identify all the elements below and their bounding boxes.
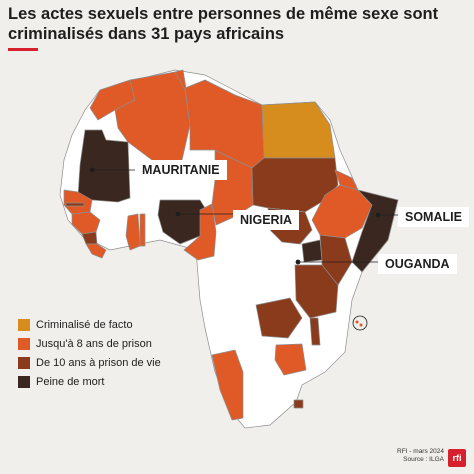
country-liberia — [85, 243, 107, 259]
connector-dot — [175, 211, 181, 217]
connector-dot — [375, 212, 381, 218]
callout-connectors — [89, 167, 398, 265]
legend-swatch — [18, 375, 30, 388]
country-zimbabwe — [274, 343, 307, 376]
country-mauritania — [77, 129, 131, 203]
credits-source: Source : ILGA — [403, 456, 444, 463]
label-somalie: SOMALIE — [398, 207, 469, 227]
connector-dot — [89, 167, 95, 173]
legend-label: Peine de mort — [36, 375, 105, 388]
map-title: Les actes sexuels entre personnes de mêm… — [8, 5, 439, 43]
comoros-island — [359, 323, 363, 327]
legend-swatch — [18, 337, 30, 350]
legend-label: Jusqu'à 8 ans de prison — [36, 337, 152, 350]
country-gambia — [65, 202, 85, 207]
legend-item-8-ans: Jusqu'à 8 ans de prison — [18, 334, 161, 353]
legend-label: Criminalisé de facto — [36, 318, 133, 331]
legend-swatch — [18, 318, 30, 331]
legend-item-de-facto: Criminalisé de facto — [18, 315, 161, 334]
country-tanzania — [294, 264, 339, 319]
title-accent-bar — [8, 48, 38, 51]
comoros-islands — [352, 315, 368, 331]
country-malawi — [309, 317, 321, 346]
legend-item-10-ans-vie: De 10 ans à prison de vie — [18, 353, 161, 372]
country-egypt — [261, 101, 336, 159]
country-togo — [139, 213, 146, 247]
legend-item-peine-de-mort: Peine de mort — [18, 372, 161, 391]
comoros-island — [355, 320, 359, 324]
credits: RFI - mars 2024 Source : ILGA — [397, 448, 444, 464]
country-zambia — [255, 297, 303, 339]
country-ghana — [125, 213, 141, 251]
country-ethiopia — [311, 184, 373, 239]
country-namibia — [211, 349, 244, 421]
country-sierra-leone — [81, 231, 98, 245]
label-nigeria: NIGERIA — [233, 210, 300, 230]
country-somalia — [351, 189, 399, 273]
connector-dot — [295, 259, 301, 265]
legend-label: De 10 ans à prison de vie — [36, 356, 161, 369]
country-eswatini — [293, 399, 304, 409]
legend-swatch — [18, 356, 30, 369]
credits-date: RFI - mars 2024 — [397, 448, 444, 455]
rfi-logo: rfi — [448, 449, 466, 467]
comoros-marker-circle — [352, 315, 368, 331]
label-ouganda: OUGANDA — [378, 254, 457, 274]
country-uganda — [301, 239, 323, 263]
map-legend: Criminalisé de facto Jusqu'à 8 ans de pr… — [18, 315, 161, 391]
label-mauritanie: MAURITANIE — [135, 160, 227, 180]
country-nigeria — [157, 199, 211, 245]
